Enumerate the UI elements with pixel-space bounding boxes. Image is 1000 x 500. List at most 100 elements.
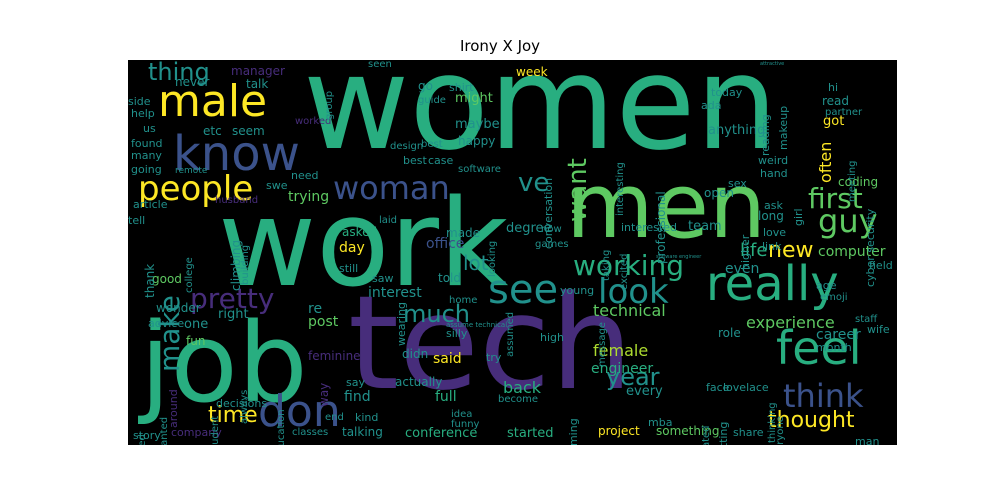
word-read: read (822, 94, 850, 108)
word-male: male (158, 76, 268, 127)
word-young: young (560, 284, 595, 297)
word-become: become (498, 394, 539, 405)
word-experience: experience (746, 313, 835, 332)
word-ask: ask (764, 199, 783, 212)
word-etc: etc (203, 124, 222, 138)
word-message: message (597, 322, 608, 367)
word-building: building (240, 244, 251, 285)
word-guide: guide (418, 95, 446, 106)
word-attractive: attractive (760, 61, 785, 67)
word-assume-technical: assume technical (446, 321, 508, 329)
word-need: need (291, 169, 319, 182)
word-guy: guy (818, 202, 878, 240)
word-lovelace: lovelace (723, 381, 769, 394)
word-idea: idea (451, 409, 473, 420)
word-job: job (140, 299, 308, 427)
word-remote: remote (175, 166, 208, 176)
word-today: today (711, 86, 743, 99)
word-talking: talking (342, 425, 383, 439)
word-treated: treated (701, 425, 712, 445)
word-time: time (208, 403, 258, 428)
word-tech: tech (348, 267, 633, 419)
word-seen: seen (368, 60, 392, 70)
word-really: really (706, 256, 839, 312)
word-team: team (688, 219, 722, 234)
word-talk: talk (246, 77, 269, 91)
word-first: first (808, 182, 863, 215)
word-excited: excited (619, 253, 630, 290)
word-silly: silly (446, 327, 468, 340)
word-games: games (535, 239, 569, 250)
word-male-dominated: male dominated (137, 434, 148, 445)
word-ve: ve (518, 168, 550, 198)
word-love: love (763, 226, 787, 239)
word-didn: didn (402, 347, 429, 361)
word-reading: reading (759, 114, 772, 157)
word-side: side (128, 95, 151, 108)
word-still: still (339, 262, 359, 275)
word-laid: laid (379, 215, 398, 226)
word-conference: conference (405, 426, 478, 441)
word-computer: computer (818, 244, 886, 260)
word-everyone: everyone (775, 416, 786, 445)
word-link: link (762, 240, 782, 253)
word-life: life (740, 240, 768, 261)
word-case: case (428, 154, 454, 167)
word-seem: seem (232, 124, 265, 138)
word-career: career (816, 327, 861, 343)
word-high: high (540, 331, 564, 344)
word-advice: advice (148, 317, 185, 330)
word-makeup: makeup (777, 105, 790, 150)
word-never: never (175, 75, 210, 89)
word-day: day (339, 240, 365, 256)
word-wife: wife (867, 323, 890, 336)
word-cloud: women work tech job men know male people woman re… (128, 60, 897, 445)
word-new: new (768, 238, 814, 263)
word-us: us (143, 122, 156, 135)
word-told: told (438, 271, 461, 285)
word-story: story (133, 429, 161, 442)
word-software: software (458, 164, 501, 175)
word-kind: kind (355, 411, 379, 424)
word-college: college (184, 257, 195, 293)
word-pretty: pretty (190, 282, 275, 315)
word-shirt: shirt (449, 81, 474, 94)
word-thank: thank (143, 263, 157, 298)
word-manager: manager (231, 64, 285, 78)
word-student: student (210, 415, 221, 445)
word-happy: happy (458, 134, 496, 148)
word-man: man (855, 435, 880, 445)
word-thing: thing (148, 60, 210, 86)
word-assumed: assumed (505, 311, 516, 357)
word-tell: tell (128, 214, 146, 227)
word-people: people (138, 169, 254, 209)
word-best: best (421, 139, 443, 150)
word-age: age (816, 279, 837, 292)
word-saw: saw (372, 272, 394, 285)
word-funny: funny (451, 419, 480, 430)
word-girl: girl (792, 208, 805, 227)
word-best: best (403, 154, 427, 167)
word-education: education (276, 409, 287, 445)
word-worked: worked (295, 116, 332, 127)
word-find: find (344, 389, 371, 405)
word-taking: taking (601, 249, 612, 281)
word-role: role (718, 326, 741, 340)
word-article: article (133, 198, 168, 211)
word-interested: interested (621, 221, 677, 234)
word-something: something (656, 424, 720, 438)
chart-title: Irony X Joy (459, 37, 541, 55)
word-women: women (303, 60, 778, 179)
word-looking: looking (487, 240, 498, 277)
word-meeting: meeting (847, 160, 858, 202)
word-getting: getting (717, 421, 730, 445)
word-maybe: maybe (455, 117, 500, 132)
word-try: try (486, 351, 502, 364)
word-asked: asked (342, 225, 378, 239)
word-hand: hand (760, 167, 788, 180)
word-degree: degree (506, 221, 552, 236)
word-re: re (308, 301, 323, 317)
word-good: good (152, 272, 182, 286)
word-men: men (566, 154, 767, 259)
word-much: much (403, 300, 470, 328)
